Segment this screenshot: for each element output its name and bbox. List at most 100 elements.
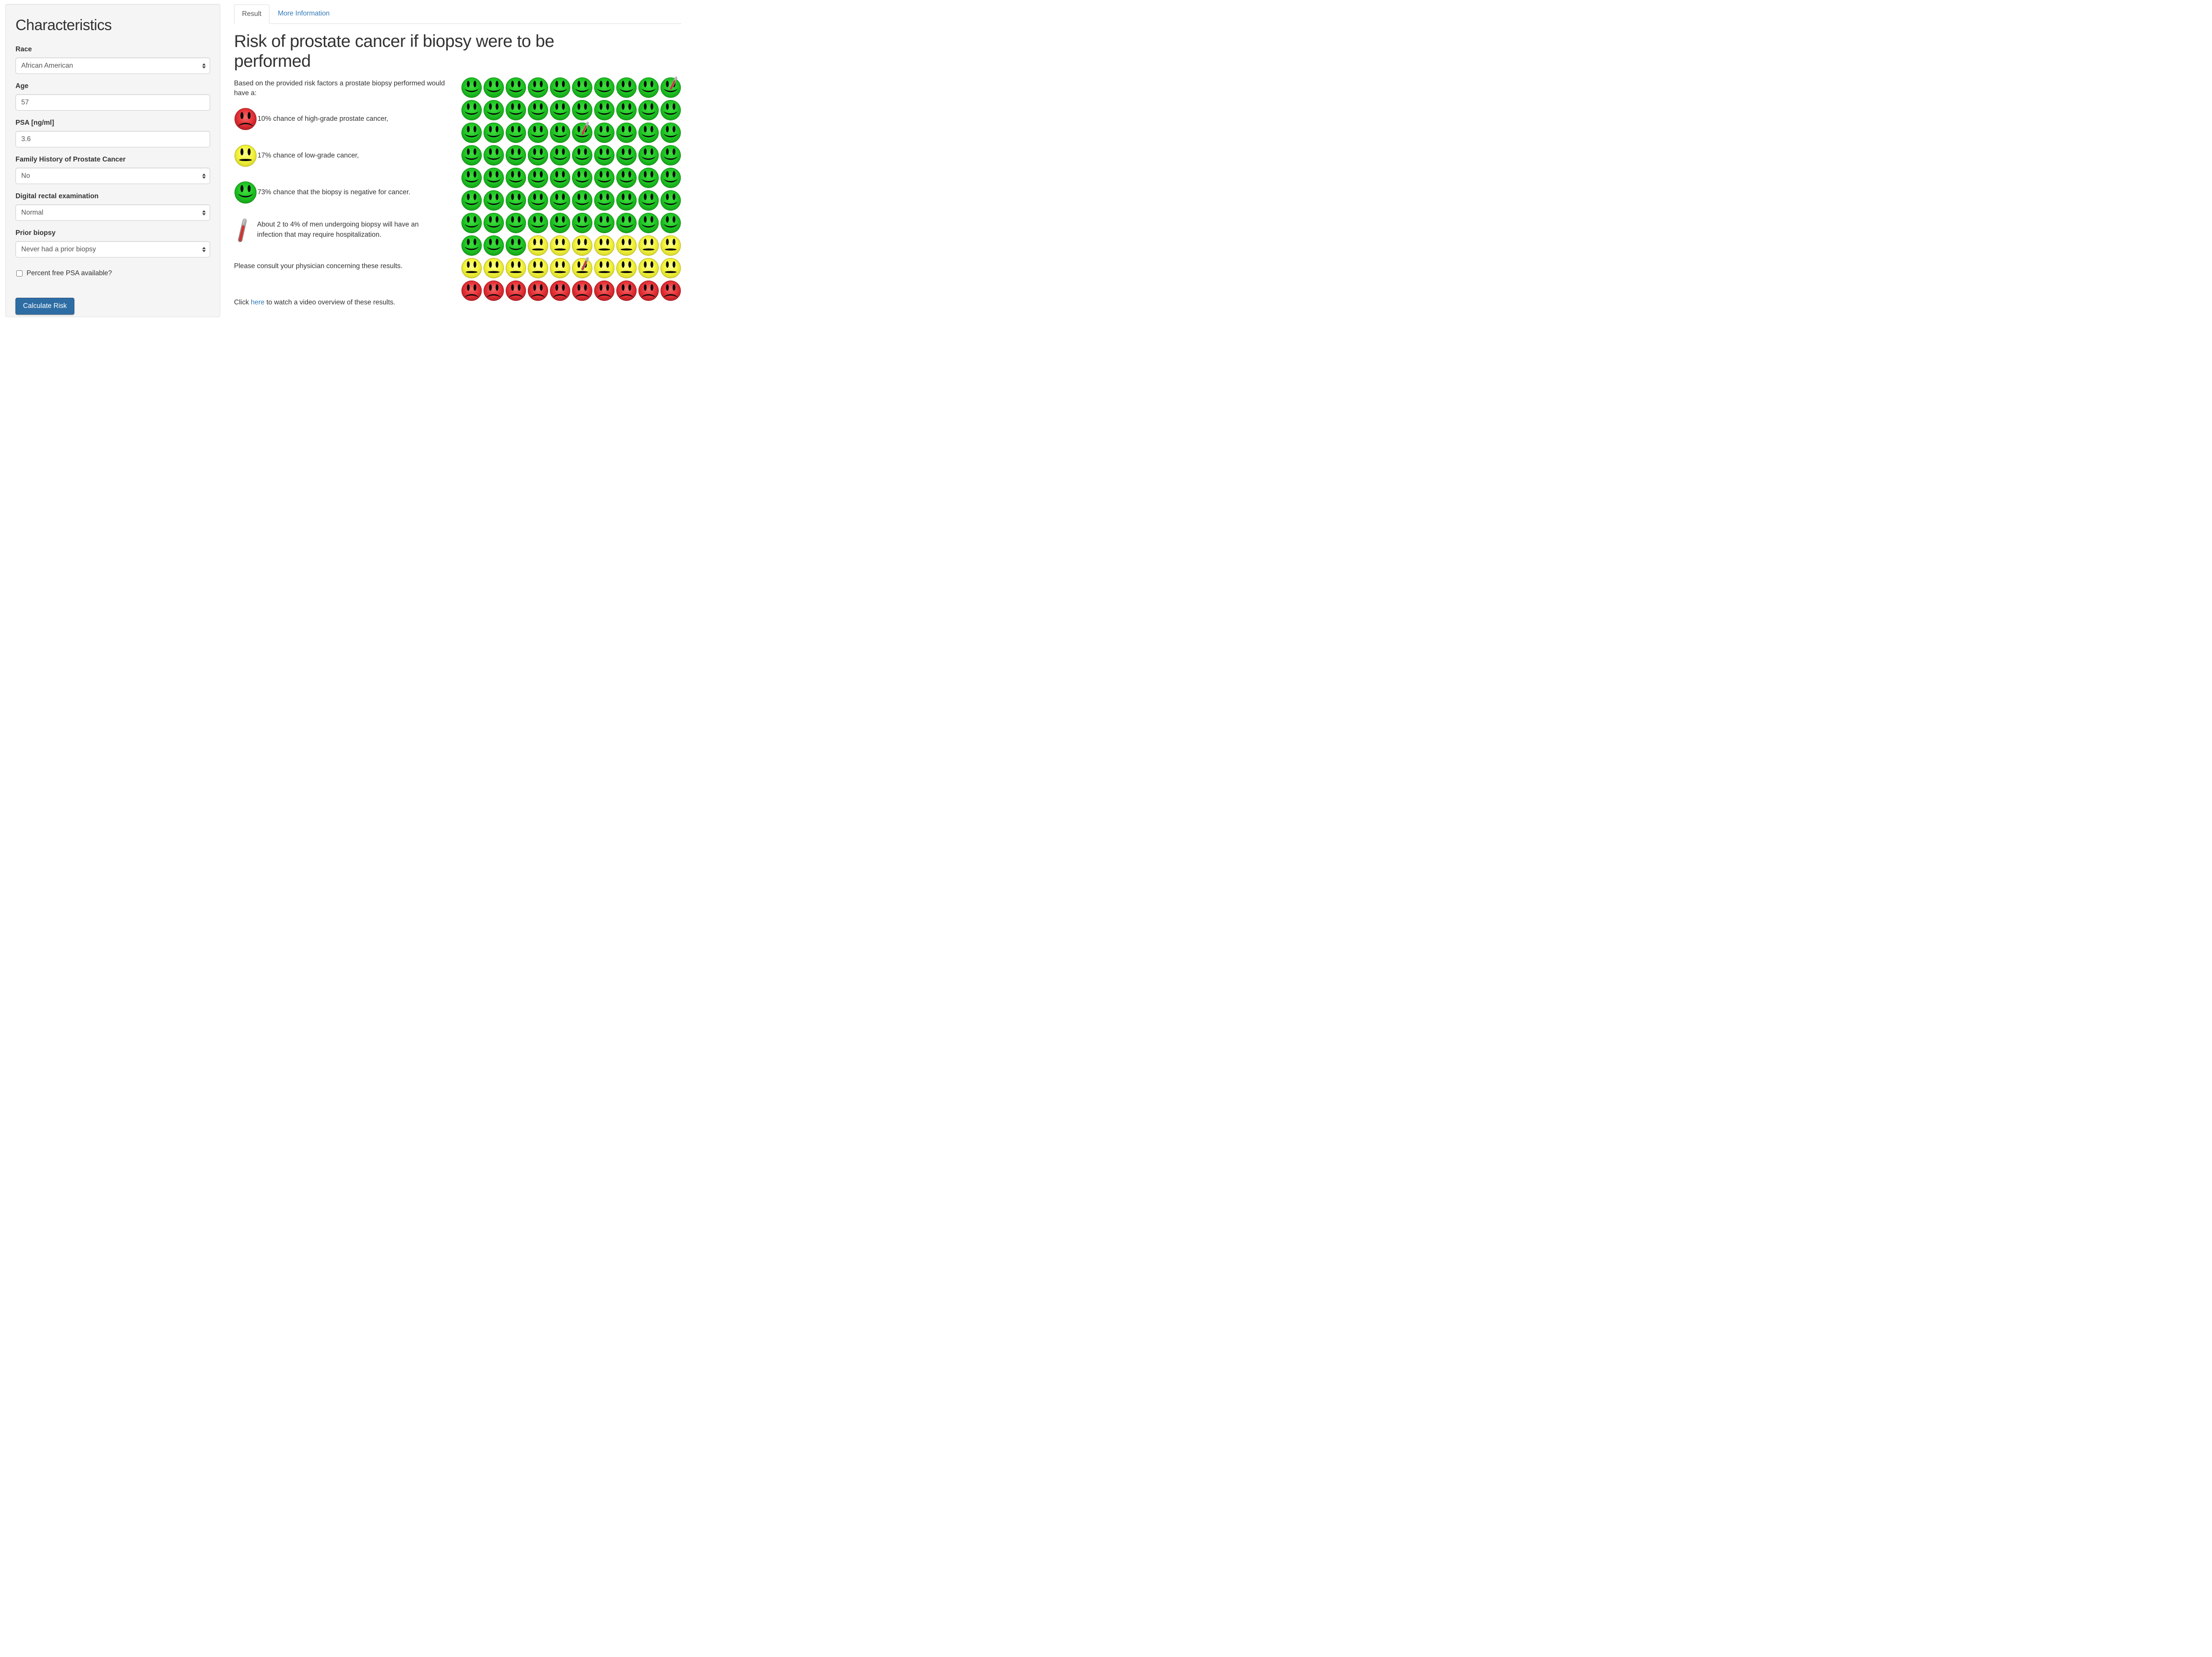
psa-input[interactable] — [15, 131, 210, 147]
sad-face-cell — [549, 280, 571, 301]
happy-face-cell — [572, 212, 593, 234]
happy-face-cell — [594, 167, 615, 188]
happy-face-cell — [461, 100, 482, 121]
form-group-family-history: Family History of Prostate Cancer No — [15, 156, 210, 184]
sad-red-face-icon — [234, 108, 257, 131]
dre-select[interactable]: Normal — [15, 204, 210, 221]
psa-label: PSA [ng/ml] — [15, 119, 54, 127]
happy-face-cell — [527, 212, 549, 234]
form-group-race: Race African American — [15, 46, 210, 74]
happy-face-cell — [527, 145, 549, 166]
prior-biopsy-label: Prior biopsy — [15, 229, 56, 237]
infection-note-row: About 2 to 4% of men undergoing biopsy w… — [234, 218, 461, 243]
happy-face-cell — [461, 77, 482, 98]
happy-face-cell — [505, 167, 526, 188]
sad-face-cell — [505, 280, 526, 301]
video-here-link[interactable]: here — [250, 298, 265, 306]
sad-face-cell — [572, 280, 593, 301]
select-arrows-icon — [202, 173, 206, 179]
intro-text: Based on the provided risk factors a pro… — [234, 79, 445, 97]
tab-more-information[interactable]: More Information — [277, 10, 330, 17]
happy-face-cell — [616, 190, 637, 211]
neutral-face-cell — [549, 235, 571, 256]
happy-face-cell — [505, 190, 526, 211]
prior-biopsy-select[interactable]: Never had a prior biopsy — [15, 241, 210, 258]
sad-face-cell — [594, 280, 615, 301]
neutral-face-cell — [483, 258, 504, 279]
video-line-prefix: Click — [234, 298, 251, 306]
tab-bar: Result More Information — [234, 4, 681, 24]
family-history-label: Family History of Prostate Cancer — [15, 156, 126, 163]
neutral-face-cell — [616, 258, 637, 279]
happy-face-cell — [461, 190, 482, 211]
happy-face-cell — [483, 100, 504, 121]
happy-face-cell — [527, 167, 549, 188]
happy-face-cell — [461, 167, 482, 188]
age-input[interactable] — [15, 94, 210, 111]
race-select-value: African American — [21, 62, 73, 69]
prior-biopsy-select-value: Never had a prior biopsy — [21, 246, 96, 253]
video-line: Click here to watch a video overview of … — [234, 299, 461, 307]
happy-face-cell — [483, 167, 504, 188]
negative-text: 73% chance that the biopsy is negative f… — [257, 188, 411, 196]
happy-face-cell — [638, 100, 659, 121]
video-line-suffix: to watch a video overview of these resul… — [264, 298, 396, 306]
happy-face-cell — [660, 122, 681, 143]
result-text-column: Based on the provided risk factors a pro… — [234, 77, 461, 307]
neutral-face-cell — [572, 235, 593, 256]
happy-face-cell — [505, 77, 526, 98]
sad-face-cell — [616, 280, 637, 301]
low-grade-text: 17% chance of low-grade cancer, — [257, 151, 359, 159]
form-group-psa: PSA [ng/ml] — [15, 119, 210, 147]
happy-face-cell — [483, 122, 504, 143]
neutral-face-cell — [638, 258, 659, 279]
family-history-select-value: No — [21, 172, 30, 180]
neutral-face-cell — [527, 235, 549, 256]
race-label: Race — [15, 46, 32, 53]
happy-face-cell — [549, 167, 571, 188]
happy-face-cell — [527, 100, 549, 121]
percent-free-psa-checkbox[interactable] — [16, 270, 23, 277]
happy-face-cell — [505, 100, 526, 121]
negative-bullet: 73% chance that the biopsy is negative f… — [234, 181, 461, 204]
happy-face-cell — [572, 190, 593, 211]
happy-face-cell — [505, 212, 526, 234]
happy-face-cell — [616, 100, 637, 121]
happy-face-cell — [594, 100, 615, 121]
neutral-face-cell — [505, 258, 526, 279]
percent-free-psa-label: Percent free PSA available? — [27, 269, 112, 277]
happy-face-cell — [549, 122, 571, 143]
neutral-face-cell — [594, 235, 615, 256]
happy-green-face-icon — [234, 181, 257, 204]
happy-face-cell — [483, 235, 504, 256]
characteristics-panel: Characteristics Race African American Ag… — [5, 4, 220, 317]
sad-face-cell — [483, 280, 504, 301]
happy-face-cell — [616, 212, 637, 234]
select-arrows-icon — [202, 246, 206, 252]
happy-face-cell — [527, 122, 549, 143]
happy-face-cell — [505, 235, 526, 256]
sad-face-cell — [660, 280, 681, 301]
neutral-face-cell — [461, 258, 482, 279]
tab-result[interactable]: Result — [234, 4, 269, 24]
happy-face-cell — [549, 145, 571, 166]
race-select[interactable]: African American — [15, 58, 210, 74]
thermometer-icon — [234, 216, 251, 243]
happy-face-cell — [549, 77, 571, 98]
calculate-risk-button[interactable]: Calculate Risk — [15, 298, 75, 315]
happy-face-cell — [527, 190, 549, 211]
neutral-yellow-face-icon — [234, 144, 257, 167]
happy-face-cell — [660, 212, 681, 234]
happy-face-cell — [461, 122, 482, 143]
happy-face-cell — [638, 145, 659, 166]
happy-face-cell — [505, 145, 526, 166]
happy-face-cell — [594, 122, 615, 143]
neutral-face-cell — [527, 258, 549, 279]
happy-face-cell — [660, 77, 681, 98]
happy-face-cell — [638, 167, 659, 188]
happy-face-cell — [461, 235, 482, 256]
happy-face-cell — [594, 145, 615, 166]
dre-select-value: Normal — [21, 209, 43, 216]
family-history-select[interactable]: No — [15, 168, 210, 184]
neutral-face-cell — [616, 235, 637, 256]
